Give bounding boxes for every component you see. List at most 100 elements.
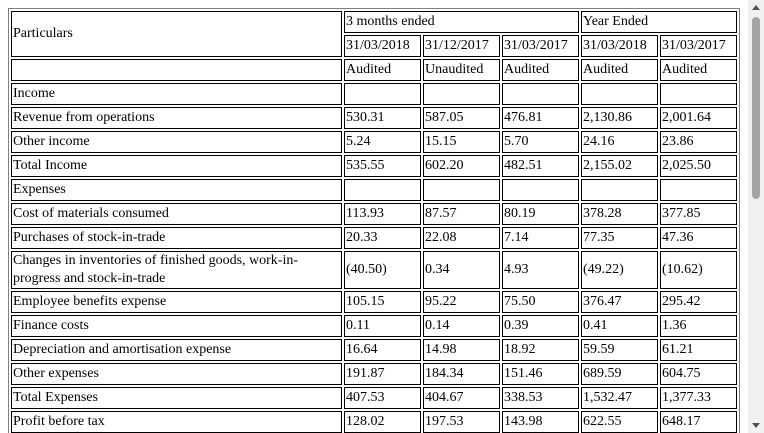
value-cell: 1,532.47 bbox=[581, 387, 658, 409]
row-label: Cost of materials consumed bbox=[11, 203, 342, 225]
table-row: Depreciation and amortisation expense 16.… bbox=[11, 339, 737, 361]
audit-cell: Audited bbox=[581, 59, 658, 81]
empty-cell bbox=[344, 179, 421, 201]
header-cell: Year Ended bbox=[581, 11, 737, 33]
empty-cell bbox=[423, 179, 500, 201]
value-cell: 59.59 bbox=[581, 339, 658, 361]
financial-table: Particulars 3 months ended Year Ended 31/03… bbox=[8, 8, 740, 433]
value-cell: (40.50) bbox=[344, 251, 421, 289]
table-row: Purchases of stock-in-trade 20.33 22.08 7.1… bbox=[11, 227, 737, 249]
scrollbar[interactable] bbox=[748, 0, 764, 433]
value-cell: 184.34 bbox=[423, 363, 500, 385]
value-cell: 587.05 bbox=[423, 107, 500, 129]
scrollbar-thumb[interactable] bbox=[752, 17, 760, 199]
value-cell: 15.15 bbox=[423, 131, 500, 153]
value-cell: 151.46 bbox=[502, 363, 579, 385]
value-cell: 16.64 bbox=[344, 339, 421, 361]
header-cell: 3 months ended bbox=[344, 11, 579, 33]
table-row: Total Expenses 407.53 404.67 338.53 1,532.47… bbox=[11, 387, 737, 409]
value-cell: 197.53 bbox=[423, 411, 500, 433]
empty-cell bbox=[660, 83, 737, 105]
row-label: Revenue from operations bbox=[11, 107, 342, 129]
row-label: Other expenses bbox=[11, 363, 342, 385]
row-label: Expenses bbox=[11, 179, 342, 201]
table-body: Particulars 3 months ended Year Ended 31/03… bbox=[11, 11, 737, 433]
table-wrap: Particulars 3 months ended Year Ended 31/03… bbox=[8, 8, 740, 433]
value-cell: 61.21 bbox=[660, 339, 737, 361]
value-cell: 482.51 bbox=[502, 155, 579, 177]
value-cell: 95.22 bbox=[423, 291, 500, 313]
value-cell: 5.70 bbox=[502, 131, 579, 153]
date-cell: 31/12/2017 bbox=[423, 35, 500, 57]
value-cell: 75.50 bbox=[502, 291, 579, 313]
empty-cell bbox=[423, 83, 500, 105]
value-cell: 604.75 bbox=[660, 363, 737, 385]
scrollbar-graphics bbox=[752, 5, 760, 428]
value-cell: 105.15 bbox=[344, 291, 421, 313]
table-row: Finance costs 0.11 0.14 0.39 0.41 1.36 bbox=[11, 315, 737, 337]
value-cell: 530.31 bbox=[344, 107, 421, 129]
audit-cell: Audited bbox=[660, 59, 737, 81]
table-row: Other expenses 191.87 184.34 151.46 689.59 60… bbox=[11, 363, 737, 385]
table-row: Revenue from operations 530.31 587.05 476.8… bbox=[11, 107, 737, 129]
empty-cell bbox=[11, 59, 342, 81]
row-label: Employee benefits expense bbox=[11, 291, 342, 313]
value-cell: 2,025.50 bbox=[660, 155, 737, 177]
value-cell: 338.53 bbox=[502, 387, 579, 409]
table-row: Expenses bbox=[11, 179, 737, 201]
date-cell: 31/03/2018 bbox=[344, 35, 421, 57]
value-cell: 2,130.86 bbox=[581, 107, 658, 129]
scroll-down-arrow[interactable] bbox=[752, 423, 760, 428]
value-cell: 14.98 bbox=[423, 339, 500, 361]
value-cell: 191.87 bbox=[344, 363, 421, 385]
value-cell: 113.93 bbox=[344, 203, 421, 225]
value-cell: 143.98 bbox=[502, 411, 579, 433]
value-cell: (49.22) bbox=[581, 251, 658, 289]
value-cell: 404.67 bbox=[423, 387, 500, 409]
value-cell: 689.59 bbox=[581, 363, 658, 385]
header-cell: Particulars bbox=[11, 11, 342, 57]
value-cell: 377.85 bbox=[660, 203, 737, 225]
empty-cell bbox=[502, 83, 579, 105]
value-cell: 0.11 bbox=[344, 315, 421, 337]
table-row: Changes in inventories of finished goods… bbox=[11, 251, 737, 289]
value-cell: 0.41 bbox=[581, 315, 658, 337]
value-cell: 128.02 bbox=[344, 411, 421, 433]
value-cell: 2,001.64 bbox=[660, 107, 737, 129]
audit-cell: Audited bbox=[344, 59, 421, 81]
scroll-up-arrow[interactable] bbox=[752, 5, 760, 10]
table-row: 31/03/2018 31/12/2017 31/03/2017 31/03/2018… bbox=[11, 35, 737, 57]
value-cell: 20.33 bbox=[344, 227, 421, 249]
empty-cell bbox=[581, 179, 658, 201]
value-cell: 23.86 bbox=[660, 131, 737, 153]
value-cell: 378.28 bbox=[581, 203, 658, 225]
row-label: Profit before tax bbox=[11, 411, 342, 433]
table-row: Cost of materials consumed 113.93 87.57 80.… bbox=[11, 203, 737, 225]
value-cell: 295.42 bbox=[660, 291, 737, 313]
value-cell: 0.14 bbox=[423, 315, 500, 337]
value-cell: 1.36 bbox=[660, 315, 737, 337]
row-label: Purchases of stock-in-trade bbox=[11, 227, 342, 249]
row-label: Finance costs bbox=[11, 315, 342, 337]
date-cell: 31/03/2017 bbox=[502, 35, 579, 57]
date-cell: 31/03/2017 bbox=[660, 35, 737, 57]
value-cell: (10.62) bbox=[660, 251, 737, 289]
value-cell: 22.08 bbox=[423, 227, 500, 249]
value-cell: 602.20 bbox=[423, 155, 500, 177]
date-cell: 31/03/2018 bbox=[581, 35, 658, 57]
value-cell: 476.81 bbox=[502, 107, 579, 129]
value-cell: 376.47 bbox=[581, 291, 658, 313]
value-cell: 24.16 bbox=[581, 131, 658, 153]
value-cell: 18.92 bbox=[502, 339, 579, 361]
audit-cell: Audited bbox=[502, 59, 579, 81]
value-cell: 648.17 bbox=[660, 411, 737, 433]
value-cell: 622.55 bbox=[581, 411, 658, 433]
row-label: Total Income bbox=[11, 155, 342, 177]
value-cell: 407.53 bbox=[344, 387, 421, 409]
table-row: Particulars 3 months ended Year Ended bbox=[11, 11, 737, 57]
table-row: Other income 5.24 15.15 5.70 24.16 23.86 bbox=[11, 131, 737, 153]
audit-cell: Unaudited bbox=[423, 59, 500, 81]
empty-cell bbox=[344, 83, 421, 105]
value-cell: 0.39 bbox=[502, 315, 579, 337]
row-label: Other income bbox=[11, 131, 342, 153]
